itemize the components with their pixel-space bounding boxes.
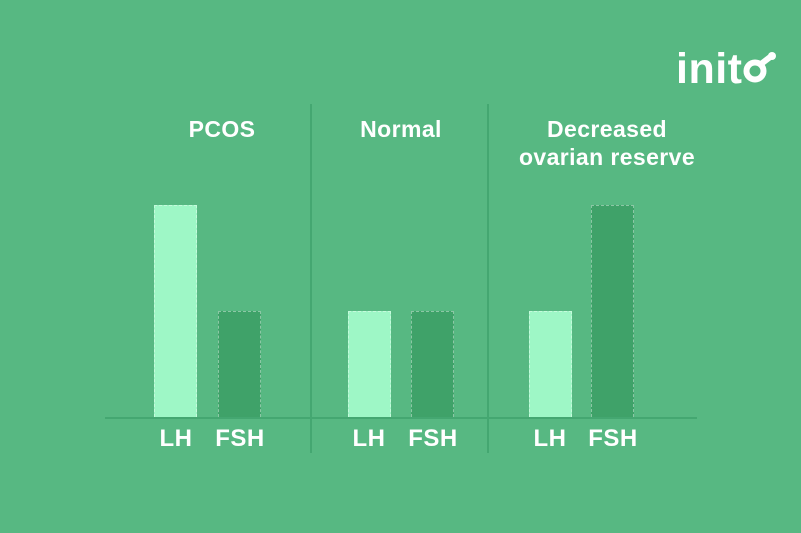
bar-pcos-fsh: [218, 311, 261, 417]
inito-logo: init: [676, 48, 777, 91]
axis-label-pcos-fsh: FSH: [215, 425, 265, 452]
bar-decreased-fsh: [591, 205, 634, 417]
x-axis-line: [105, 417, 697, 419]
panel-divider: [310, 104, 312, 453]
logo-wordmark-text: init: [676, 45, 743, 93]
panel-title-normal: Normal: [360, 116, 442, 142]
bar-normal-fsh: [411, 311, 454, 417]
bar-decreased-lh: [529, 311, 572, 417]
panel-divider: [487, 104, 489, 453]
panel-title-pcos: PCOS: [188, 116, 256, 142]
axis-label-decreased-fsh: FSH: [588, 425, 638, 452]
bar-normal-lh: [348, 311, 391, 417]
axis-label-normal-lh: LH: [352, 425, 386, 452]
axis-label-normal-fsh: FSH: [408, 425, 458, 452]
bar-pcos-lh: [154, 205, 197, 417]
panel-title-decreased-ovarian-reserve: Decreased ovarian reserve: [518, 116, 696, 170]
axis-label-pcos-lh: LH: [159, 425, 193, 452]
logo-o-icon: [743, 52, 777, 83]
axis-label-decreased-lh: LH: [533, 425, 567, 452]
